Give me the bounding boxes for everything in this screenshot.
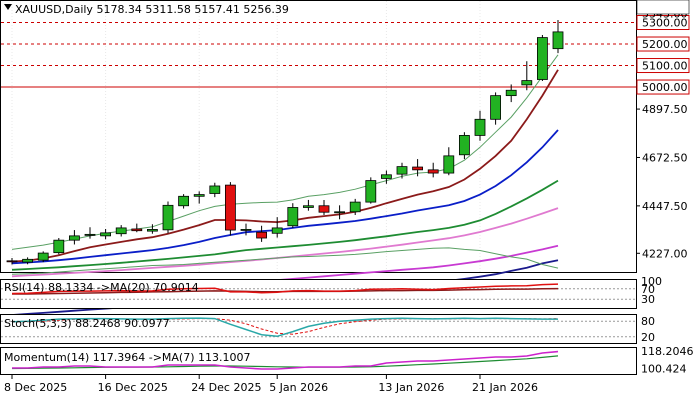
candle-body — [302, 205, 314, 208]
candle-body — [115, 227, 127, 235]
candle-body — [22, 258, 34, 263]
axis-tick-label: 80 — [641, 315, 655, 328]
time-tick-label: 24 Dec 2025 — [191, 381, 261, 394]
axis-tick-label: 20 — [641, 331, 655, 344]
candle-body — [146, 229, 158, 232]
candle-body — [412, 166, 424, 171]
rsi-panel — [0, 279, 637, 309]
candle-body — [505, 89, 517, 97]
candle-body — [458, 135, 470, 156]
candle-body — [53, 239, 65, 254]
candle-body — [100, 232, 111, 237]
candle-body — [193, 194, 205, 197]
level-tag-box — [636, 79, 690, 95]
level-tag: 5300.00 — [642, 17, 688, 30]
header-text: XAUUSD,Daily 5178.34 5311.58 5157.41 525… — [15, 3, 289, 16]
price-tick-label: 4672.50 — [642, 151, 688, 164]
candle-body — [131, 228, 143, 232]
candle-body — [178, 195, 190, 207]
candle-body — [521, 80, 533, 86]
time-tick-label: 21 Jan 2026 — [472, 381, 538, 394]
rsi-series — [1, 283, 636, 300]
axis-tick-label: 100.424 — [641, 363, 687, 376]
candle-body — [224, 184, 236, 231]
candle-body — [490, 95, 502, 120]
momentum-label: Momentum(14) 117.3964 ->MA(7) 113.1007 — [4, 351, 251, 364]
price-tick-label: 4447.50 — [642, 200, 688, 213]
level-tag-box — [636, 58, 690, 74]
time-tick-label: 13 Jan 2026 — [378, 381, 444, 394]
ma-line-ma-blue — [11, 129, 559, 265]
candle-body — [537, 37, 548, 80]
axis-tick-label: 70 — [641, 283, 655, 296]
level-tag-box — [636, 15, 690, 31]
current-price-label: 5256.39 — [642, 0, 688, 3]
candle-body — [37, 252, 49, 261]
price-tick-label: 4227.00 — [642, 247, 688, 260]
level-tag: 5200.00 — [642, 38, 688, 51]
candle-body — [318, 205, 330, 213]
axis-tick-label: 118.2046 — [641, 345, 694, 358]
chart-header: XAUUSD,Daily 5178.34 5311.58 5157.41 525… — [4, 3, 289, 16]
candle-body — [334, 211, 346, 214]
candle-body — [256, 231, 268, 239]
ma-line-ma-green — [11, 179, 559, 271]
candle-body — [474, 118, 486, 136]
triangle-down-icon[interactable] — [4, 4, 12, 10]
candle-body — [365, 180, 377, 203]
axis-tick-label: 100 — [641, 275, 662, 288]
candle-body — [427, 169, 439, 174]
candle-body — [443, 155, 455, 174]
level-tag: 5100.00 — [642, 60, 688, 73]
candle-body — [349, 201, 361, 213]
candle-body — [162, 204, 174, 231]
stoch-label: Stoch(5,3,3) 88.2468 90.0977 — [4, 317, 170, 330]
axis-tick-label: 30 — [641, 293, 655, 306]
price-axis: 5300.00 5200.00 5100.00 5000.00 4227.00 4447.… — [636, 0, 690, 260]
time-axis: 8 Dec 2025 16 Dec 2025 24 Dec 2025 5 Jan 20… — [4, 375, 538, 394]
rsi-label: RSI(14) 88.1334 ->MA(20) 70.9014 — [4, 281, 199, 294]
momentum-line — [12, 350, 559, 370]
candle-body — [6, 260, 18, 263]
time-tick-label: 8 Dec 2025 — [4, 381, 67, 394]
price-levels — [1, 22, 636, 88]
candle-body — [240, 229, 252, 231]
level-tag-box — [636, 36, 690, 52]
current-price-box — [636, 0, 690, 15]
candle-body — [84, 233, 96, 236]
stoch-series — [1, 317, 636, 338]
candle-body — [271, 227, 283, 234]
time-tick-label: 5 Jan 2026 — [269, 381, 328, 394]
rsi-line — [11, 283, 559, 295]
time-tick-label: 16 Dec 2025 — [98, 381, 168, 394]
ma-line-lower-band — [11, 247, 559, 275]
candle-body — [287, 207, 299, 227]
level-tag: 5000.00 — [642, 81, 688, 94]
price-tick-label: 4897.50 — [642, 103, 688, 116]
momentum-series — [11, 350, 559, 370]
momentum-axis: 118.2046 100.424 — [641, 345, 694, 376]
candle-body — [209, 185, 221, 194]
momentum-panel — [0, 347, 637, 375]
candle-body — [380, 174, 392, 179]
candle-body — [69, 235, 80, 241]
ma-line-ma-fast — [11, 69, 559, 263]
main-panel — [0, 0, 637, 273]
candle-body — [552, 31, 564, 50]
candle-body — [396, 166, 408, 175]
candlesticks — [6, 20, 564, 265]
stoch-k-line — [11, 317, 558, 338]
